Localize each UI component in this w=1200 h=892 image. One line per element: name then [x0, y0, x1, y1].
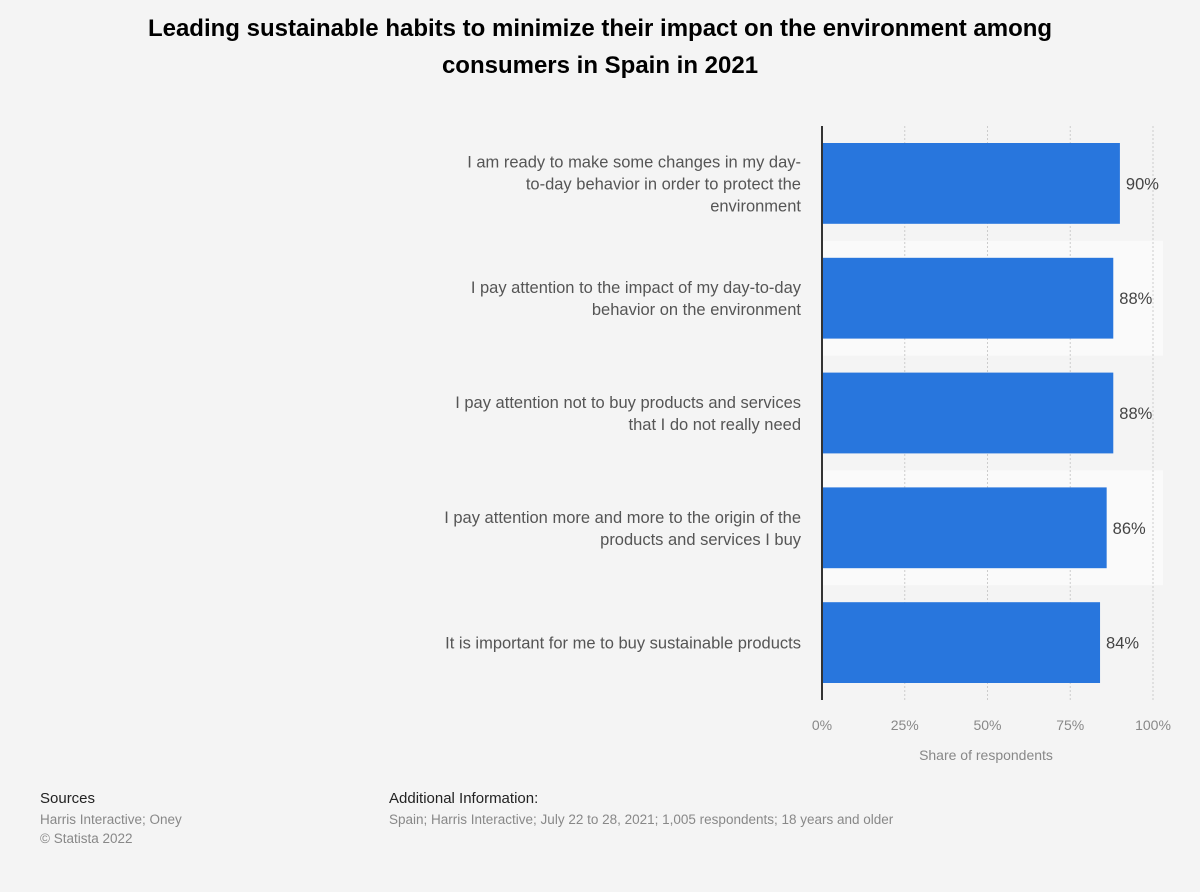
category-label: I pay attention to the impact of my day-…	[471, 279, 802, 297]
x-axis-label: Share of respondents	[919, 747, 1053, 763]
category-label: that I do not really need	[629, 416, 801, 434]
category-label: environment	[710, 197, 801, 215]
x-tick-label: 25%	[891, 717, 919, 733]
chart-title: Leading sustainable habits to minimize t…	[147, 15, 1053, 79]
x-tick-label: 0%	[812, 717, 832, 733]
data-label: 84%	[1106, 635, 1139, 653]
bar	[822, 372, 1114, 454]
data-label: 88%	[1119, 290, 1152, 308]
bar	[822, 487, 1107, 569]
category-label: I pay attention more and more to the ori…	[444, 509, 801, 527]
x-tick-label: 75%	[1056, 717, 1084, 733]
data-label: 88%	[1119, 405, 1152, 423]
copyright: © Statista 2022	[40, 831, 133, 846]
category-label: It is important for me to buy sustainabl…	[445, 635, 801, 653]
additional-info-text: Spain; Harris Interactive; July 22 to 28…	[389, 812, 894, 827]
data-label: 90%	[1126, 175, 1159, 193]
sources-text: Harris Interactive; Oney	[40, 812, 182, 827]
x-tick-label: 50%	[973, 717, 1001, 733]
category-label: I pay attention not to buy products and …	[455, 394, 801, 412]
category-label: I am ready to make some changes in my da…	[467, 153, 801, 171]
data-label: 86%	[1113, 520, 1146, 538]
bar	[822, 143, 1120, 224]
x-tick-label: 100%	[1135, 717, 1171, 733]
bar	[822, 257, 1114, 339]
category-label: to-day behavior in order to protect the	[526, 175, 801, 193]
category-label: behavior on the environment	[592, 301, 802, 319]
sources-label: Sources	[40, 790, 96, 807]
bar	[822, 602, 1101, 683]
category-label: products and services I buy	[600, 531, 802, 549]
additional-info-label: Additional Information:	[389, 790, 539, 807]
